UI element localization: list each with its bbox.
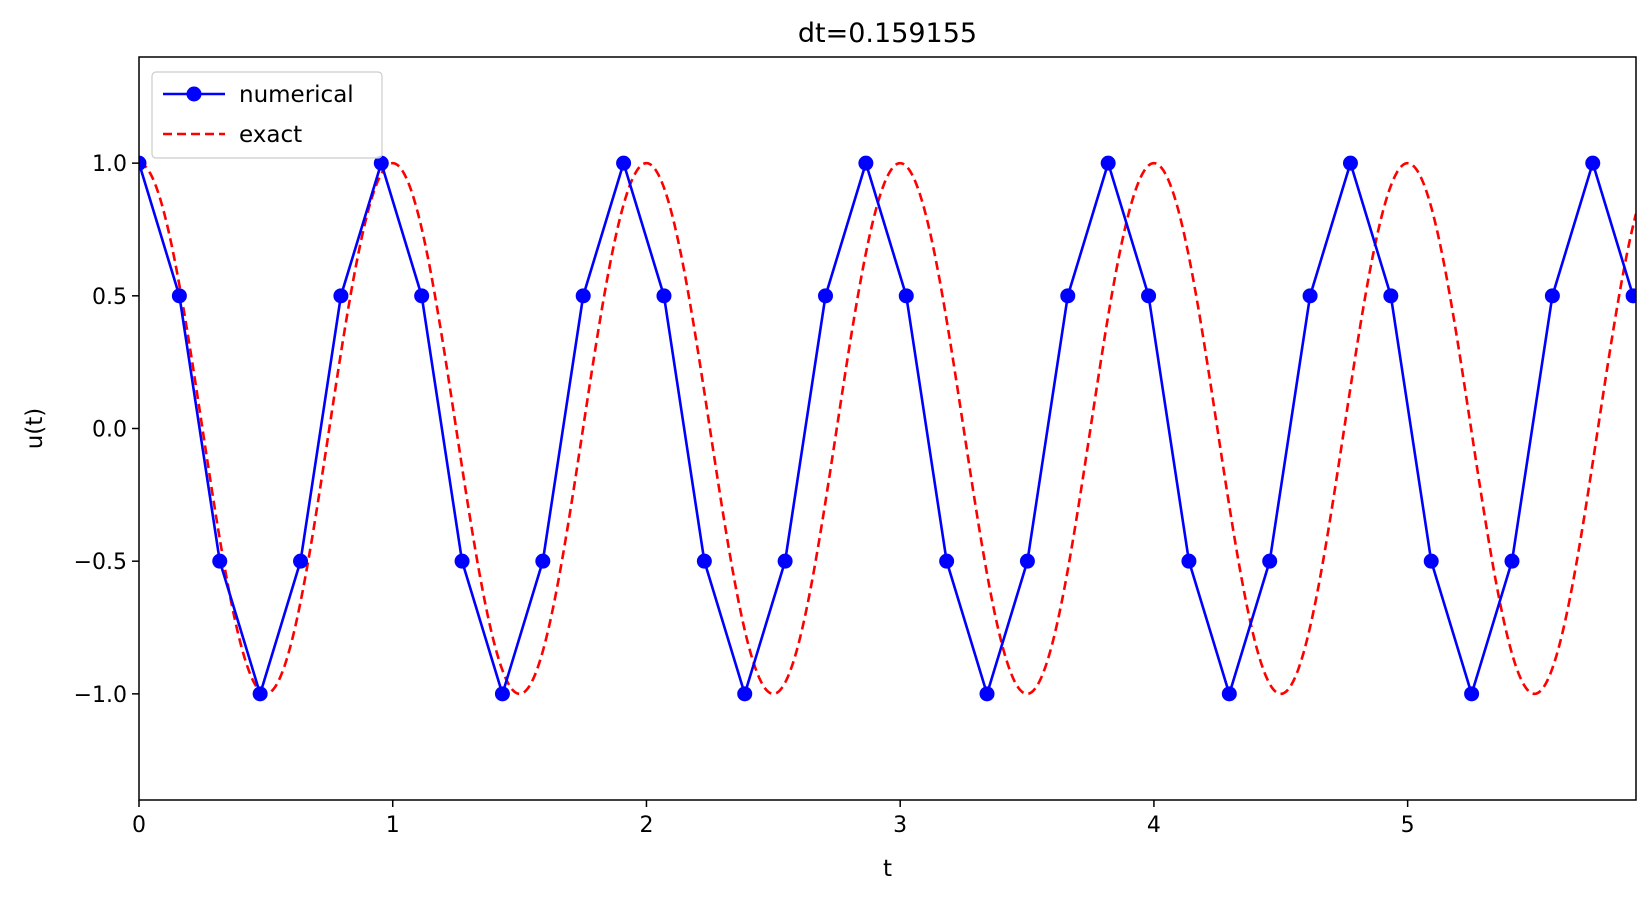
numerical-point (777, 553, 793, 569)
numerical-point (1625, 288, 1636, 304)
numerical-point (535, 553, 551, 569)
x-tick-label: 4 (1147, 813, 1161, 838)
numerical-point (575, 288, 591, 304)
numerical-line (139, 158, 1635, 699)
numerical-point (494, 686, 510, 702)
numerical-point (1544, 288, 1560, 304)
x-tick-label: 1 (386, 813, 400, 838)
legend-numerical-marker (186, 86, 202, 102)
numerical-point (1221, 686, 1237, 702)
numerical-point (1302, 288, 1318, 304)
numerical-point (293, 553, 309, 569)
numerical-point (414, 288, 430, 304)
numerical-point (1464, 686, 1480, 702)
exact-line (139, 161, 1636, 696)
numerical-point (1060, 288, 1076, 304)
numerical-point (1383, 288, 1399, 304)
numerical-point (656, 288, 672, 304)
numerical-point (939, 553, 955, 569)
y-axis-label: u(t) (22, 408, 48, 450)
numerical-point (373, 155, 389, 171)
numerical-point (212, 553, 228, 569)
numerical-point (1262, 553, 1278, 569)
x-tick-label: 2 (639, 813, 653, 838)
y-tick-label: −1.0 (74, 683, 127, 708)
numerical-point (696, 553, 712, 569)
numerical-point (1342, 155, 1358, 171)
legend-exact-label: exact (239, 122, 302, 148)
numerical-point (454, 553, 470, 569)
numerical-point (171, 288, 187, 304)
x-axis-ticks: 0 1 2 3 4 5 (132, 800, 1415, 838)
numerical-point (979, 686, 995, 702)
x-tick-label: 3 (893, 813, 907, 838)
numerical-point (1141, 288, 1157, 304)
numerical-point (1504, 553, 1520, 569)
numerical-point (333, 288, 349, 304)
numerical-point (1181, 553, 1197, 569)
x-tick-label: 0 (132, 813, 146, 838)
numerical-point (139, 155, 147, 171)
numerical-point (1100, 155, 1116, 171)
x-tick-label: 5 (1401, 813, 1415, 838)
y-tick-label: 0.0 (92, 418, 127, 443)
legend-numerical-label: numerical (239, 82, 354, 108)
numerical-point (898, 288, 914, 304)
numerical-point (1585, 155, 1601, 171)
y-axis-ticks: 1.0 0.5 0.0 −0.5 −1.0 (74, 152, 139, 708)
numerical-point (1019, 553, 1035, 569)
numerical-point (252, 686, 268, 702)
numerical-point (616, 155, 632, 171)
y-tick-label: 1.0 (92, 152, 127, 177)
numerical-point (1423, 553, 1439, 569)
legend: numerical exact (151, 71, 383, 159)
x-axis-label: t (883, 856, 892, 882)
exact-series-layer (139, 161, 1636, 696)
numerical-point (737, 686, 753, 702)
chart-title: dt=0.159155 (798, 18, 977, 49)
numerical-series-layer (139, 155, 1636, 702)
numerical-point (817, 288, 833, 304)
y-tick-label: −0.5 (74, 550, 127, 575)
numerical-point (858, 155, 874, 171)
y-tick-label: 0.5 (92, 285, 127, 310)
